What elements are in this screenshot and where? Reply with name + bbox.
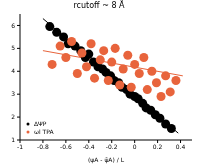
svg-text:2: 2	[11, 113, 15, 120]
svg-text:6: 6	[11, 22, 15, 29]
svg-text:4: 4	[11, 67, 15, 74]
svg-text:(ψA - ψ̄A) / L: (ψA - ψ̄A) / L	[88, 156, 125, 164]
svg-text:0.4: 0.4	[176, 143, 186, 150]
html-text:ΔΨP: ΔΨP	[34, 120, 47, 127]
svg-text:3: 3	[11, 90, 15, 97]
svg-text:0.2: 0.2	[153, 143, 163, 150]
svg-text:1: 1	[11, 136, 15, 143]
svg-text:5: 5	[11, 44, 15, 51]
svg-text:-0.4: -0.4	[83, 143, 95, 150]
svg-text:0: 0	[133, 143, 137, 150]
svg-text:-1: -1	[17, 143, 23, 150]
svg-text:-0.2: -0.2	[106, 143, 118, 150]
html-text:ωl TPA: ωl TPA	[34, 128, 54, 135]
html-text:rcutoff ~ 8 Å: rcutoff ~ 8 Å	[73, 1, 125, 10]
svg-text:-0.8: -0.8	[37, 143, 49, 150]
svg-text:-0.6: -0.6	[60, 143, 72, 150]
